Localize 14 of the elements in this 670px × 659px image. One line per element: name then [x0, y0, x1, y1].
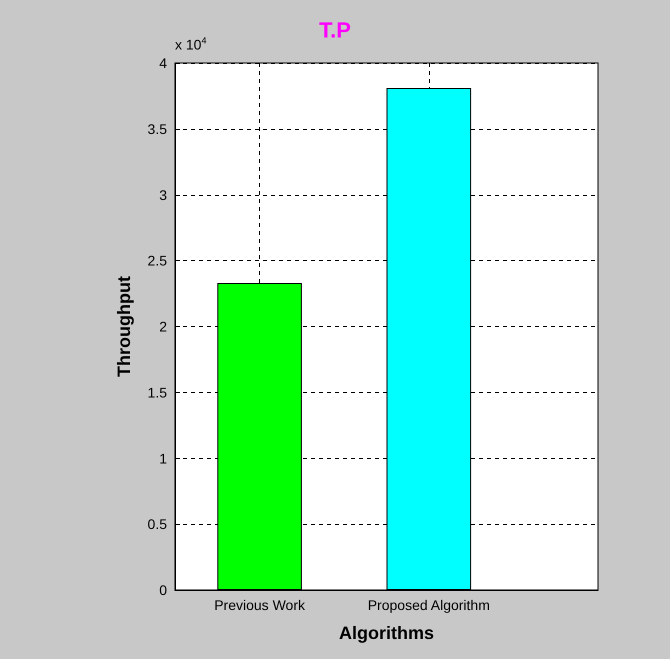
- y-tick-label: 2.5: [148, 252, 168, 269]
- y-axis-title: Throughput: [114, 276, 134, 377]
- y-tick-label: 2: [159, 318, 168, 334]
- y-tick-label: 3.5: [148, 120, 168, 137]
- x-axis-title: Algorithms: [338, 623, 434, 643]
- y-tick-label: 4: [159, 55, 168, 71]
- y-tick-label: 1.5: [148, 384, 168, 400]
- y-tick-label: 3: [159, 186, 168, 203]
- x-tick-label: Previous Work: [214, 597, 306, 613]
- y-tick-label: 1: [159, 450, 168, 466]
- x-tick-label: Proposed Algorithm: [368, 597, 490, 613]
- y-tick-label: 0: [159, 582, 168, 598]
- y-tick-label: 0.5: [148, 516, 168, 532]
- chart-title: T.P: [319, 18, 351, 42]
